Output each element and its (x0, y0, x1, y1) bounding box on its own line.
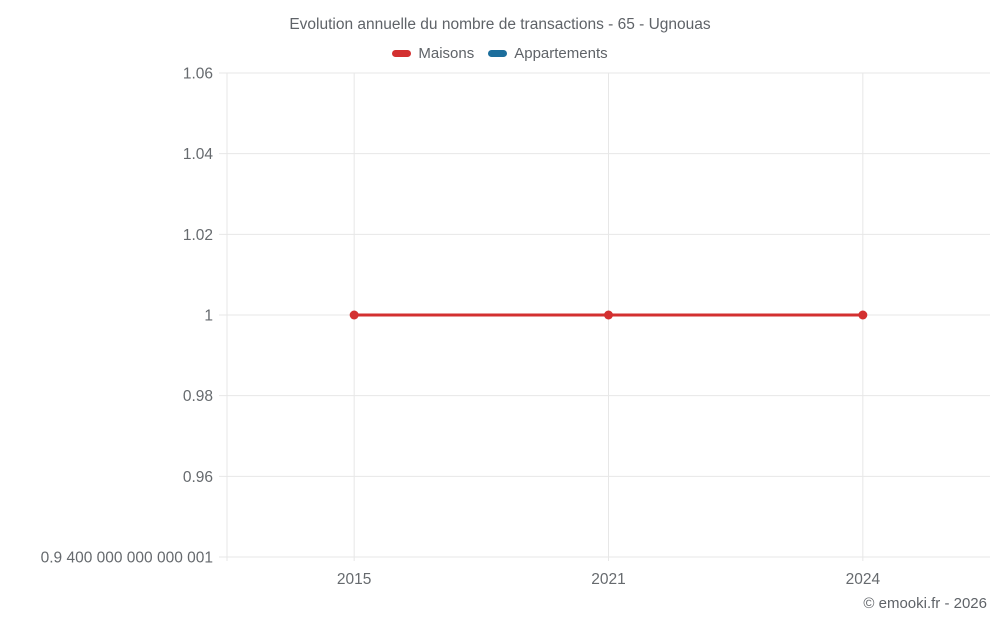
legend-label-maisons: Maisons (418, 45, 475, 62)
chart-title: Evolution annuelle du nombre de transact… (289, 16, 711, 33)
data-point-maisons-2015[interactable] (349, 310, 359, 320)
y-tick-label: 0.98 (183, 388, 213, 405)
y-tick-label: 1.06 (183, 66, 213, 83)
legend-item-appartements[interactable]: Appartements (488, 45, 608, 62)
copyright-note: © emooki.fr - 2026 (863, 595, 987, 612)
y-tick-label: 0.96 (183, 469, 213, 486)
legend-item-maisons[interactable]: Maisons (392, 45, 474, 62)
x-tick-label: 2021 (591, 571, 625, 588)
y-tick-label: 0.9 400 000 000 000 001 (41, 550, 213, 567)
maisons-swatch-icon (392, 50, 412, 57)
data-point-maisons-2024[interactable] (858, 310, 868, 320)
legend-label-appartements: Appartements (514, 45, 608, 62)
chart-legend: Maisons Appartements (0, 45, 1000, 62)
data-point-maisons-2021[interactable] (604, 310, 613, 320)
x-tick-label: 2024 (846, 571, 881, 588)
y-tick-label: 1.02 (183, 227, 213, 244)
y-tick-label: 1 (204, 308, 213, 325)
y-tick-label: 1.04 (183, 146, 214, 163)
x-tick-label: 2015 (337, 571, 371, 588)
appartements-swatch-icon (488, 50, 508, 57)
